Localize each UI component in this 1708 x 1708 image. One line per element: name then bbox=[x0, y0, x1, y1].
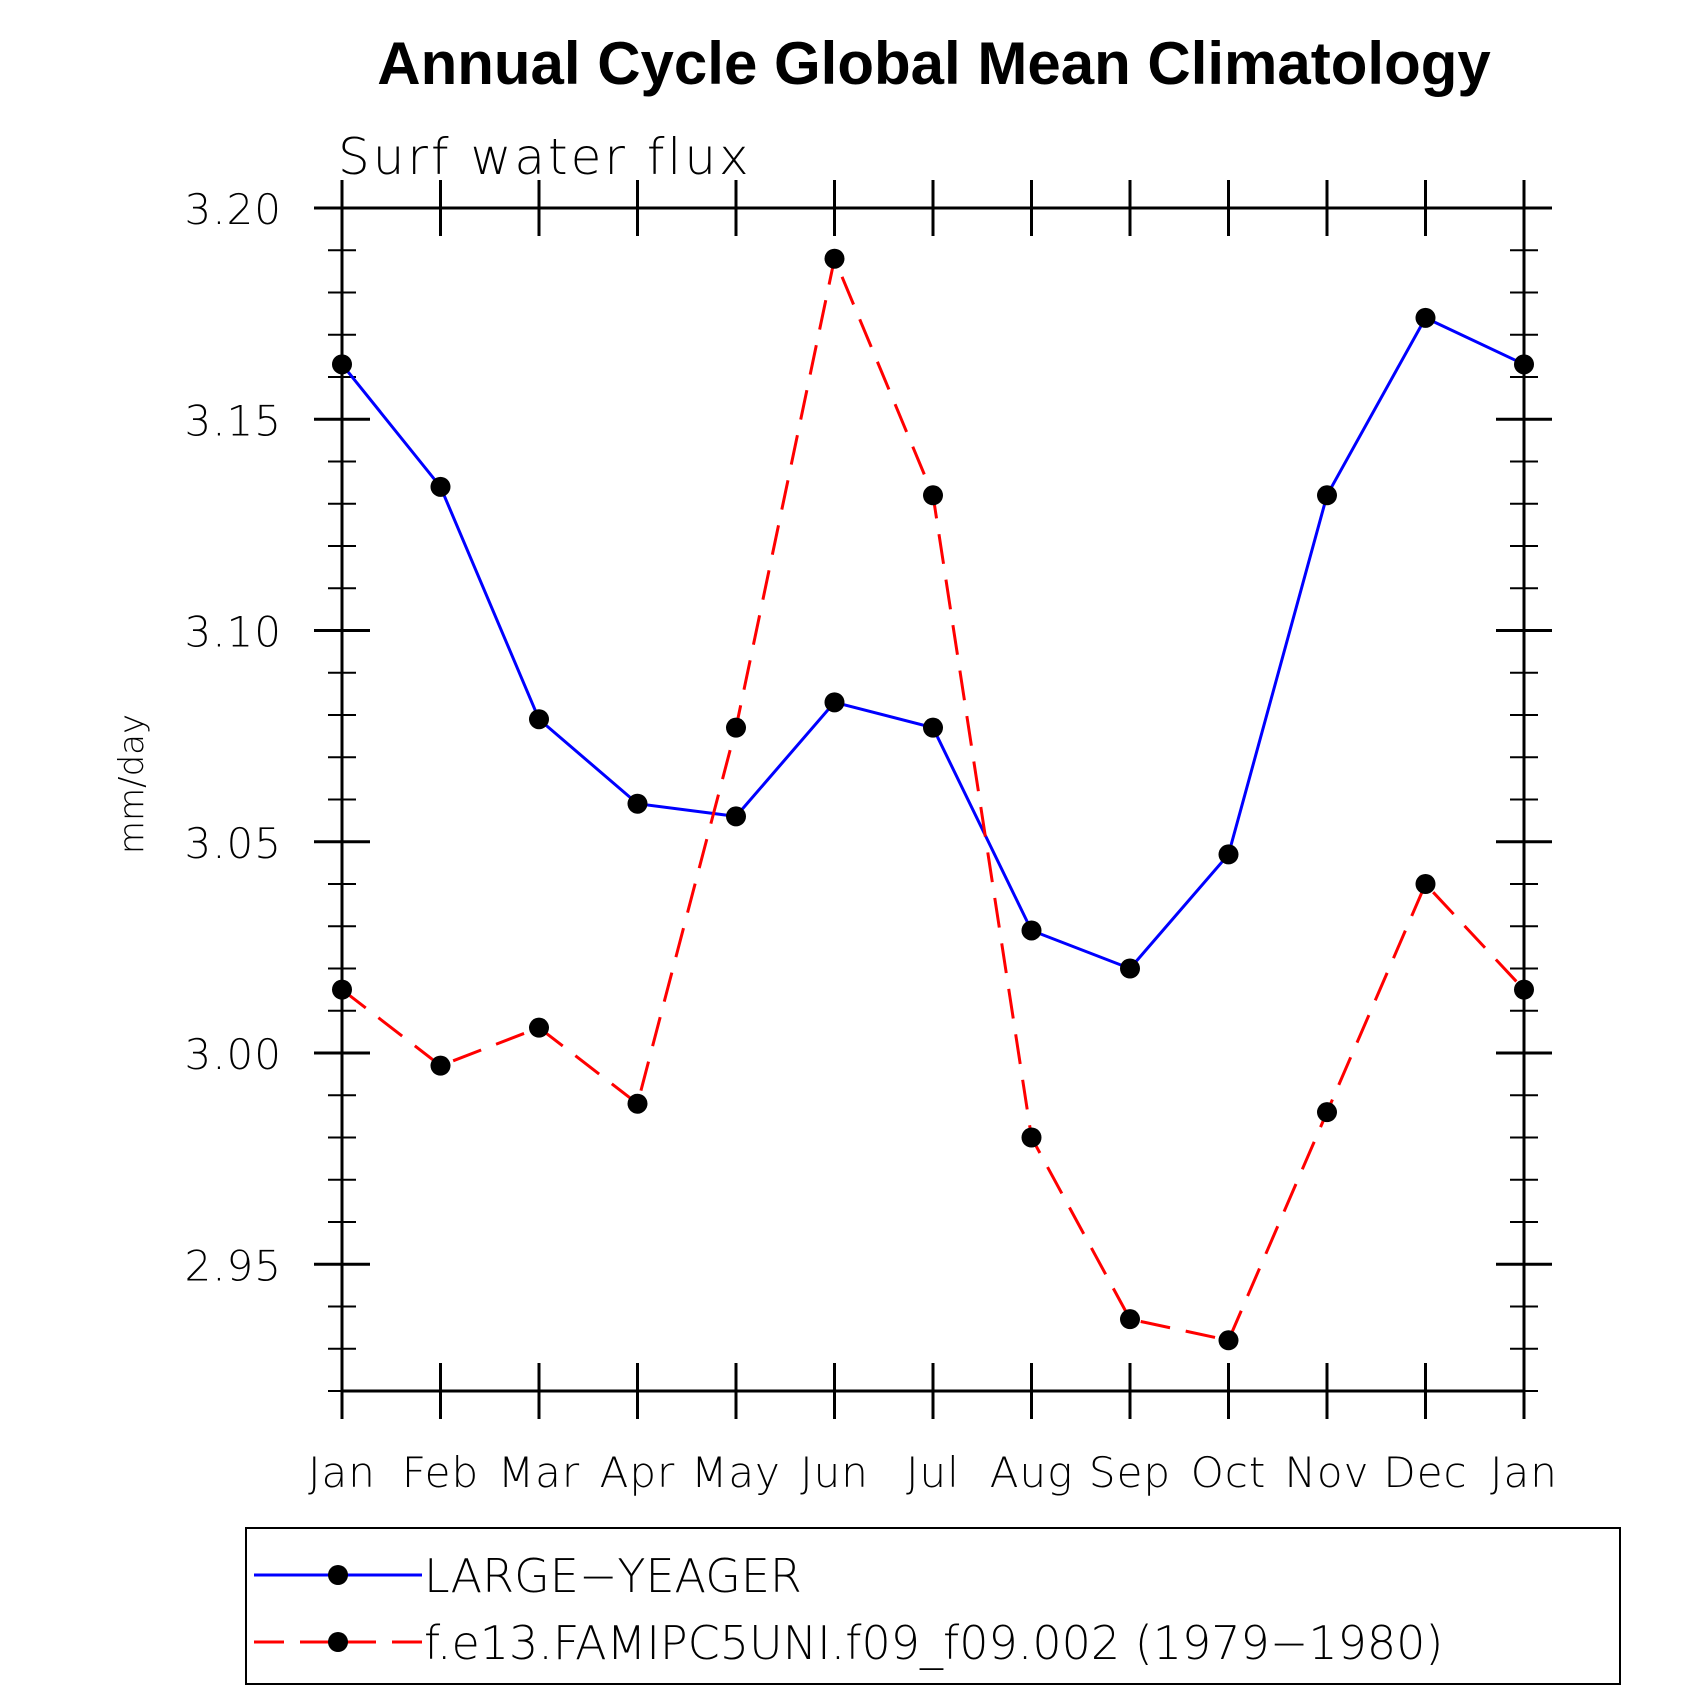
x-tick-label: May bbox=[691, 1448, 781, 1497]
axis-ticks bbox=[314, 180, 1552, 1419]
y-tick-label: 3.15 bbox=[184, 396, 282, 445]
data-point-0 bbox=[430, 476, 451, 497]
data-point-0 bbox=[1514, 354, 1534, 375]
chart-title: Annual Cycle Global Mean Climatology bbox=[377, 30, 1491, 97]
x-tick-label: Jul bbox=[906, 1448, 960, 1497]
y-tick-labels: 2.95 3.00 3.05 3.10 3.15 3.20 bbox=[184, 185, 282, 1290]
x-tick-label: Aug bbox=[990, 1448, 1074, 1497]
y-tick-label: 3.20 bbox=[184, 185, 282, 234]
chart-subtitle: Surf water flux bbox=[338, 128, 752, 186]
y-tick-label: 3.05 bbox=[184, 819, 282, 868]
y-tick-label: 3.00 bbox=[184, 1030, 282, 1079]
legend-box bbox=[245, 1527, 1621, 1685]
series-layer bbox=[332, 248, 1534, 1351]
data-point-0 bbox=[332, 354, 352, 375]
data-point-1 bbox=[1218, 1330, 1239, 1351]
legend-items: LARGE−YEAGER f.e13.FAMIPC5UNI.f09_f09.002… bbox=[254, 1549, 1443, 1670]
legend-marker-1 bbox=[328, 1632, 348, 1652]
data-point-1 bbox=[627, 1093, 648, 1114]
legend-marker-0 bbox=[328, 1565, 348, 1585]
x-tick-label: Oct bbox=[1191, 1448, 1267, 1497]
data-point-1 bbox=[824, 248, 845, 269]
data-point-1 bbox=[1514, 979, 1534, 1000]
data-point-1 bbox=[1120, 1309, 1140, 1330]
plot-frame bbox=[340, 206, 1526, 1393]
data-point-0 bbox=[923, 717, 943, 738]
x-tick-label: Jan bbox=[1490, 1448, 1558, 1497]
x-tick-label: Nov bbox=[1285, 1448, 1370, 1497]
x-tick-label: Mar bbox=[498, 1448, 580, 1497]
legend: LARGE−YEAGER f.e13.FAMIPC5UNI.f09_f09.002… bbox=[245, 1527, 1621, 1685]
data-point-0 bbox=[529, 709, 549, 730]
legend-label-1: f.e13.FAMIPC5UNI.f09_f09.002 (1979−1980) bbox=[424, 1616, 1443, 1670]
data-point-1 bbox=[1317, 1102, 1337, 1123]
x-tick-label: Jan bbox=[308, 1448, 376, 1497]
x-tick-label: Jun bbox=[800, 1448, 869, 1497]
data-point-1 bbox=[430, 1055, 451, 1076]
data-point-0 bbox=[1120, 958, 1140, 979]
data-point-0 bbox=[627, 793, 648, 814]
x-tick-labels: Jan Feb Mar Apr May Jun Jul Aug Sep Oct Nov Dec Jan bbox=[308, 1448, 1558, 1497]
series-line-0 bbox=[340, 315, 1525, 971]
series-line-1 bbox=[341, 253, 1526, 1343]
x-tick-label: Sep bbox=[1089, 1448, 1171, 1497]
data-point-1 bbox=[529, 1017, 549, 1038]
data-point-0 bbox=[726, 806, 746, 827]
data-point-0 bbox=[1021, 920, 1042, 941]
x-tick-label: Feb bbox=[402, 1448, 479, 1497]
data-point-1 bbox=[1021, 1127, 1042, 1148]
data-point-0 bbox=[1415, 307, 1436, 328]
data-point-0 bbox=[1218, 844, 1239, 865]
data-point-1 bbox=[923, 485, 943, 506]
data-point-0 bbox=[1317, 485, 1337, 506]
y-axis-label: mm/day bbox=[112, 714, 152, 854]
y-tick-label: 3.10 bbox=[184, 608, 282, 657]
y-tick-label: 2.95 bbox=[184, 1241, 282, 1290]
data-point-1 bbox=[726, 717, 746, 738]
legend-label-0: LARGE−YEAGER bbox=[424, 1549, 802, 1603]
x-tick-label: Apr bbox=[600, 1448, 676, 1497]
data-point-0 bbox=[824, 692, 845, 713]
x-tick-label: Dec bbox=[1383, 1448, 1467, 1497]
data-point-1 bbox=[332, 979, 352, 1000]
data-point-1 bbox=[1415, 874, 1436, 894]
